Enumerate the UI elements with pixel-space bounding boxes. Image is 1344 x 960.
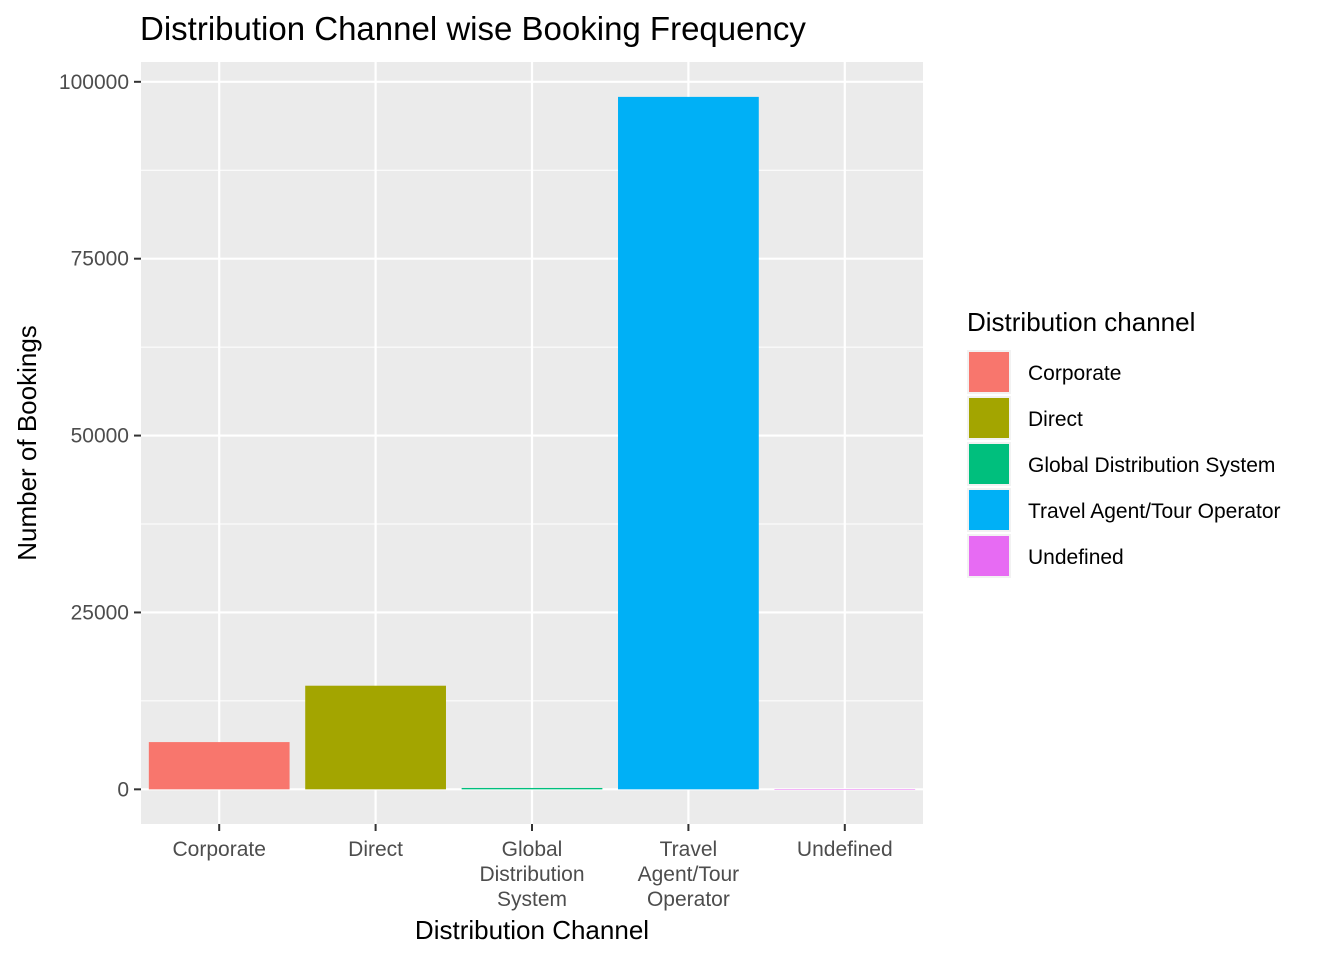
x-tick-label: Global Distribution System xyxy=(479,838,584,911)
x-tick-label: Travel Agent/Tour Operator xyxy=(638,838,740,911)
bar-5 xyxy=(774,789,916,790)
y-tick-label: 100000 xyxy=(59,71,129,94)
legend-label: Global Distribution System xyxy=(1028,454,1275,477)
y-tick-label: 50000 xyxy=(71,425,129,448)
x-tick-label: Corporate xyxy=(173,838,266,861)
legend-swatch xyxy=(969,398,1009,438)
y-axis-title: Number of Bookings xyxy=(12,325,42,561)
bar-3 xyxy=(461,787,603,790)
chart-title: Distribution Channel wise Booking Freque… xyxy=(140,10,806,47)
bars xyxy=(148,96,916,790)
x-tick-label: Direct xyxy=(348,838,403,861)
legend-title: Distribution channel xyxy=(967,307,1195,337)
legend-label: Undefined xyxy=(1028,546,1124,569)
legend-label: Direct xyxy=(1028,408,1083,431)
bar-1 xyxy=(148,742,290,790)
legend-swatch xyxy=(969,536,1009,576)
x-axis-title: Distribution Channel xyxy=(415,915,649,945)
bar-2 xyxy=(305,685,446,790)
y-tick-label: 0 xyxy=(117,778,129,801)
y-axis: 0 25000 50000 75000 100000 xyxy=(59,71,141,801)
x-axis: Corporate Direct Global Distribution System T… xyxy=(173,824,893,911)
legend-label: Travel Agent/Tour Operator xyxy=(1028,500,1281,523)
legend: Corporate Direct Global Distribution Syste… xyxy=(967,350,1281,578)
legend-label: Corporate xyxy=(1028,362,1121,385)
legend-swatch xyxy=(969,352,1009,392)
x-tick-label: Undefined xyxy=(797,838,893,861)
y-tick-label: 25000 xyxy=(71,601,129,624)
legend-swatch xyxy=(969,444,1009,484)
y-tick-label: 75000 xyxy=(71,248,129,271)
bar-4 xyxy=(618,96,759,790)
legend-swatch xyxy=(969,490,1009,530)
